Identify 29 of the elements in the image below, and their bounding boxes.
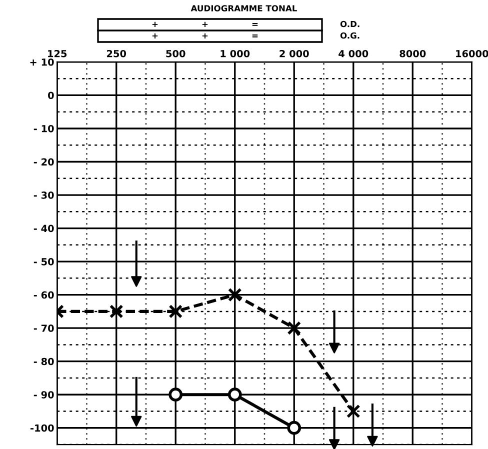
y-tick-label: - 20 xyxy=(34,158,54,166)
y-tick-label: - 90 xyxy=(34,391,54,398)
x-tick-label: 125 xyxy=(48,50,67,58)
y-tick-label: - 70 xyxy=(34,324,54,332)
x-tick-label: 4 000 xyxy=(338,50,368,58)
x-tick-label: 500 xyxy=(166,50,186,58)
y-tick-label: -100 xyxy=(30,424,54,432)
x-tick-label: 1 000 xyxy=(220,50,250,58)
y-tick-label: - 60 xyxy=(34,291,54,299)
y-tick-label: - 50 xyxy=(34,258,54,266)
y-tick-label: 0 xyxy=(48,92,54,100)
x-tick-label: 250 xyxy=(106,50,126,58)
text: + xyxy=(202,22,208,28)
y-tick-label: - 40 xyxy=(34,224,54,232)
x-tick-label: 16000 xyxy=(456,50,488,58)
y-tick-label: - 30 xyxy=(34,192,54,199)
x-tick-label: 2 000 xyxy=(280,50,309,58)
y-tick-label: - 80 xyxy=(34,358,54,366)
y-tick-label: - 10 xyxy=(34,124,54,132)
chart-title: AUDIOGRAMME TONAL xyxy=(190,5,297,12)
text: O.D. xyxy=(340,20,360,28)
text: + xyxy=(202,33,208,39)
text: = xyxy=(252,23,258,26)
x-tick-label: 8000 xyxy=(400,50,426,58)
text: O.G. xyxy=(340,32,360,39)
text: + xyxy=(152,33,158,39)
text: = xyxy=(252,34,258,38)
text: + xyxy=(152,22,158,28)
y-tick-label: + 10 xyxy=(30,58,54,66)
